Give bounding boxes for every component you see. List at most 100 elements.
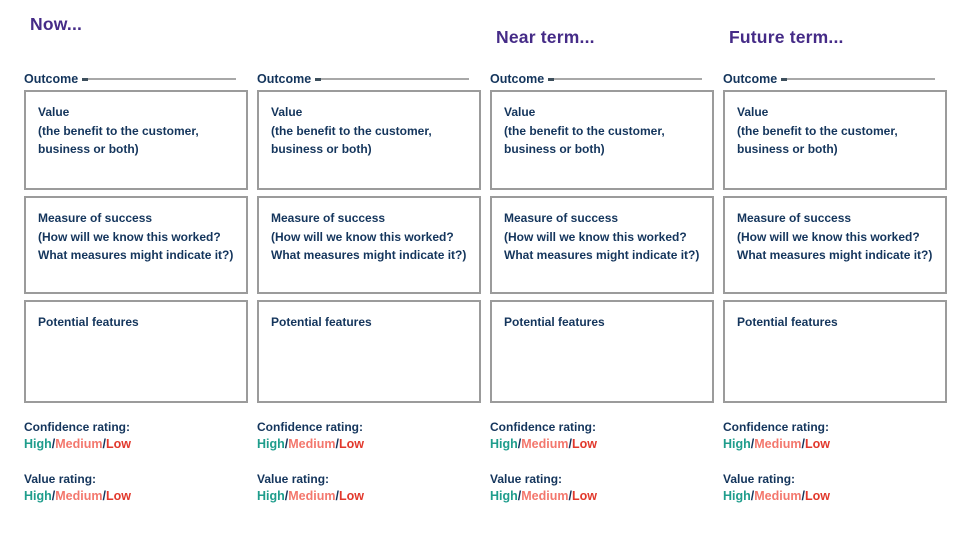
rating-medium: Medium — [521, 489, 569, 503]
features-box-label: Potential features — [737, 315, 838, 329]
rating-slash: / — [51, 489, 56, 503]
value-box[interactable]: Value (the benefit to the customer, busi… — [723, 90, 947, 190]
confidence-rating-block: Confidence rating: High/Medium/Low — [257, 420, 481, 451]
measure-box-title: Measure of success — [38, 211, 153, 225]
rating-medium: Medium — [754, 437, 802, 451]
rating-low: Low — [105, 489, 131, 503]
measure-box-title: Measure of success — [737, 211, 852, 225]
rating-high: High — [723, 489, 751, 503]
time-heading-now: Now... — [30, 14, 83, 34]
outcome-label: Outcome — [723, 72, 778, 86]
outcome-dash-icon — [315, 77, 322, 81]
rating-slash: / — [568, 437, 572, 451]
outcome-label-row: Outcome — [723, 71, 947, 87]
value-box-title: Value — [38, 105, 70, 119]
value-box[interactable]: Value (the benefit to the customer, busi… — [24, 90, 248, 190]
confidence-rating-block: Confidence rating: High/Medium/Low — [490, 420, 714, 451]
rating-low: Low — [571, 489, 597, 503]
rating-slash: / — [335, 437, 339, 451]
outcome-rule-line — [88, 78, 236, 80]
rating-slash: / — [517, 489, 522, 503]
potential-features-box[interactable]: Potential features — [257, 300, 481, 403]
measure-box-subtitle: (How will we know this worked? What meas… — [504, 229, 700, 263]
value-rating-values: High/Medium/Low — [257, 489, 481, 503]
rating-low: Low — [105, 437, 131, 451]
roadmap-column-near-term: Near term... Outcome Value (the benefit … — [490, 0, 714, 540]
rating-high: High — [257, 489, 285, 503]
measure-of-success-box[interactable]: Measure of success (How will we know thi… — [24, 196, 248, 294]
measure-of-success-box[interactable]: Measure of success (How will we know thi… — [257, 196, 481, 294]
value-rating-label: Value rating: — [490, 472, 563, 486]
value-rating-block: Value rating: High/Medium/Low — [490, 472, 714, 503]
rating-medium: Medium — [288, 489, 336, 503]
value-rating-values: High/Medium/Low — [24, 489, 248, 503]
value-box-title: Value — [737, 105, 769, 119]
rating-low: Low — [338, 489, 364, 503]
value-box[interactable]: Value (the benefit to the customer, busi… — [257, 90, 481, 190]
outcome-label: Outcome — [24, 72, 79, 86]
value-rating-block: Value rating: High/Medium/Low — [257, 472, 481, 503]
potential-features-box[interactable]: Potential features — [723, 300, 947, 403]
rating-slash: / — [284, 489, 289, 503]
measure-box-subtitle: (How will we know this worked? What meas… — [737, 229, 933, 263]
outcome-label-row: Outcome — [490, 71, 714, 87]
value-box-subtitle: (the benefit to the customer, business o… — [271, 123, 432, 157]
outcome-label-row: Outcome — [257, 71, 481, 87]
rating-high: High — [490, 437, 518, 451]
measure-box-title: Measure of success — [271, 211, 386, 225]
rating-slash: / — [335, 489, 339, 503]
outcome-label: Outcome — [490, 72, 545, 86]
rating-medium: Medium — [55, 489, 103, 503]
features-box-label: Potential features — [38, 315, 139, 329]
features-box-label: Potential features — [504, 315, 605, 329]
outcome-dash-icon — [548, 77, 555, 81]
rating-medium: Medium — [754, 489, 802, 503]
measure-of-success-box[interactable]: Measure of success (How will we know thi… — [490, 196, 714, 294]
confidence-rating-label: Confidence rating: — [257, 420, 364, 434]
outcome-label: Outcome — [257, 72, 312, 86]
rating-slash: / — [568, 489, 572, 503]
rating-low: Low — [804, 489, 830, 503]
rating-slash: / — [801, 437, 805, 451]
rating-slash: / — [51, 437, 56, 451]
rating-medium: Medium — [55, 437, 103, 451]
measure-box-title: Measure of success — [504, 211, 619, 225]
time-heading-near-term: Near term... — [496, 27, 595, 47]
value-box[interactable]: Value (the benefit to the customer, busi… — [490, 90, 714, 190]
outcome-dash-icon — [781, 77, 788, 81]
outcome-rule-line — [554, 78, 702, 80]
confidence-rating-values: High/Medium/Low — [257, 437, 481, 451]
rating-high: High — [257, 437, 285, 451]
value-rating-block: Value rating: High/Medium/Low — [723, 472, 947, 503]
rating-slash: / — [517, 437, 522, 451]
roadmap-column-future-term: Future term... Outcome Value (the benefi… — [723, 0, 947, 540]
value-box-title: Value — [504, 105, 536, 119]
rating-slash: / — [750, 489, 755, 503]
outcome-label-row: Outcome — [24, 71, 248, 87]
rating-high: High — [24, 437, 52, 451]
value-rating-label: Value rating: — [257, 472, 330, 486]
features-box-label: Potential features — [271, 315, 372, 329]
rating-low: Low — [338, 437, 364, 451]
value-rating-block: Value rating: High/Medium/Low — [24, 472, 248, 503]
value-box-subtitle: (the benefit to the customer, business o… — [504, 123, 665, 157]
value-rating-label: Value rating: — [24, 472, 97, 486]
value-rating-values: High/Medium/Low — [723, 489, 947, 503]
rating-high: High — [723, 437, 751, 451]
value-box-subtitle: (the benefit to the customer, business o… — [38, 123, 199, 157]
potential-features-box[interactable]: Potential features — [490, 300, 714, 403]
confidence-rating-block: Confidence rating: High/Medium/Low — [24, 420, 248, 451]
value-box-title: Value — [271, 105, 303, 119]
roadmap-column-now: Now... Outcome Value (the benefit to the… — [24, 0, 248, 540]
roadmap-column-2: Outcome Value (the benefit to the custom… — [257, 0, 481, 540]
rating-slash: / — [102, 437, 106, 451]
rating-medium: Medium — [288, 437, 336, 451]
measure-box-subtitle: (How will we know this worked? What meas… — [271, 229, 467, 263]
rating-slash: / — [801, 489, 805, 503]
measure-of-success-box[interactable]: Measure of success (How will we know thi… — [723, 196, 947, 294]
potential-features-box[interactable]: Potential features — [24, 300, 248, 403]
rating-slash: / — [284, 437, 289, 451]
rating-medium: Medium — [521, 437, 569, 451]
rating-high: High — [490, 489, 518, 503]
outcome-dash-icon — [82, 77, 89, 81]
